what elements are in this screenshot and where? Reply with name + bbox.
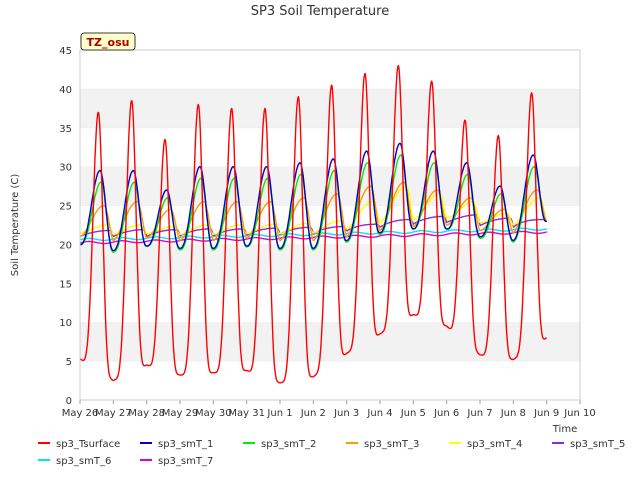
y-tick-label: 0 bbox=[66, 396, 72, 407]
legend-item: sp3_smT_5 bbox=[552, 439, 625, 450]
y-tick-label: 30 bbox=[59, 163, 72, 174]
y-tick-label: 45 bbox=[59, 46, 72, 57]
legend-label: sp3_smT_5 bbox=[570, 439, 625, 450]
x-tick-label: Jun 9 bbox=[533, 408, 559, 419]
legend: sp3_Tsurface sp3_smT_1 sp3_smT_2 sp3_smT_3 s… bbox=[38, 439, 625, 467]
y-tick-label: 35 bbox=[59, 124, 72, 135]
x-tick-label: Jun 4 bbox=[366, 408, 392, 419]
y-tick-label: 25 bbox=[59, 202, 72, 213]
plot-background-bands bbox=[80, 49, 580, 400]
x-tick-label: Jun 3 bbox=[333, 408, 359, 419]
grid-band bbox=[80, 127, 580, 167]
grid-band bbox=[80, 166, 580, 206]
grid-band bbox=[80, 50, 580, 89]
grid-band bbox=[80, 283, 580, 323]
grid-band bbox=[80, 205, 580, 245]
series-line-sp3-smT-7 bbox=[79, 230, 547, 245]
legend-label: sp3_smT_7 bbox=[158, 456, 213, 467]
legend-label: sp3_Tsurface bbox=[56, 439, 120, 450]
grid-band bbox=[80, 361, 580, 400]
legend-label: sp3_smT_6 bbox=[56, 456, 111, 467]
x-tick-label: Jun 10 bbox=[563, 408, 596, 419]
x-tick-label: Jun 2 bbox=[300, 408, 326, 419]
legend-item: sp3_smT_6 bbox=[38, 456, 111, 467]
x-tick-label: Jun 1 bbox=[266, 408, 292, 419]
chart-title: SP3 Soil Temperature bbox=[251, 4, 389, 19]
series-line-sp3-smT-1 bbox=[79, 142, 547, 252]
legend-item: sp3_smT_2 bbox=[243, 439, 316, 450]
x-tick-label: Jun 6 bbox=[433, 408, 459, 419]
y-tick-label: 10 bbox=[59, 318, 72, 329]
x-tick-label: May 29 bbox=[162, 408, 199, 419]
annotation-label: TZ_osu bbox=[87, 36, 130, 49]
plot-frame bbox=[79, 49, 581, 401]
legend-label: sp3_smT_2 bbox=[261, 439, 316, 450]
annotation-box-frame bbox=[80, 32, 136, 51]
annotation-box: TZ_osu bbox=[80, 32, 136, 51]
y-axis-label: Soil Temperature (C) bbox=[10, 174, 21, 277]
x-tick-label: May 28 bbox=[128, 408, 165, 419]
series-lines bbox=[79, 64, 548, 384]
y-tick-label: 5 bbox=[66, 357, 72, 368]
legend-item: sp3_smT_1 bbox=[140, 439, 213, 450]
legend-item: sp3_Tsurface bbox=[38, 439, 120, 450]
x-tick-label: May 27 bbox=[95, 408, 132, 419]
x-tick-label: May 31 bbox=[228, 408, 265, 419]
legend-label: sp3_smT_4 bbox=[467, 439, 522, 450]
x-tick-label: May 26 bbox=[62, 408, 99, 419]
x-tick-label: May 30 bbox=[195, 408, 232, 419]
legend-label: sp3_smT_3 bbox=[364, 439, 419, 450]
series-line-sp3-Tsurface bbox=[79, 64, 548, 384]
legend-item: sp3_smT_7 bbox=[140, 456, 213, 467]
x-axis-label: Time bbox=[552, 424, 577, 435]
legend-item: sp3_smT_4 bbox=[449, 439, 522, 450]
y-axis-ticks: 0 5 10 15 20 25 30 35 40 45 bbox=[59, 46, 72, 407]
y-tick-label: 20 bbox=[59, 240, 72, 251]
x-tick-label: Jun 8 bbox=[500, 408, 526, 419]
x-tick-label: Jun 5 bbox=[400, 408, 426, 419]
x-tick-label: Jun 7 bbox=[466, 408, 492, 419]
grid-band bbox=[80, 244, 580, 284]
y-tick-label: 40 bbox=[59, 85, 72, 96]
y-tick-label: 15 bbox=[59, 279, 72, 290]
legend-label: sp3_smT_1 bbox=[158, 439, 213, 450]
grid-band bbox=[80, 322, 580, 362]
legend-item: sp3_smT_3 bbox=[346, 439, 419, 450]
